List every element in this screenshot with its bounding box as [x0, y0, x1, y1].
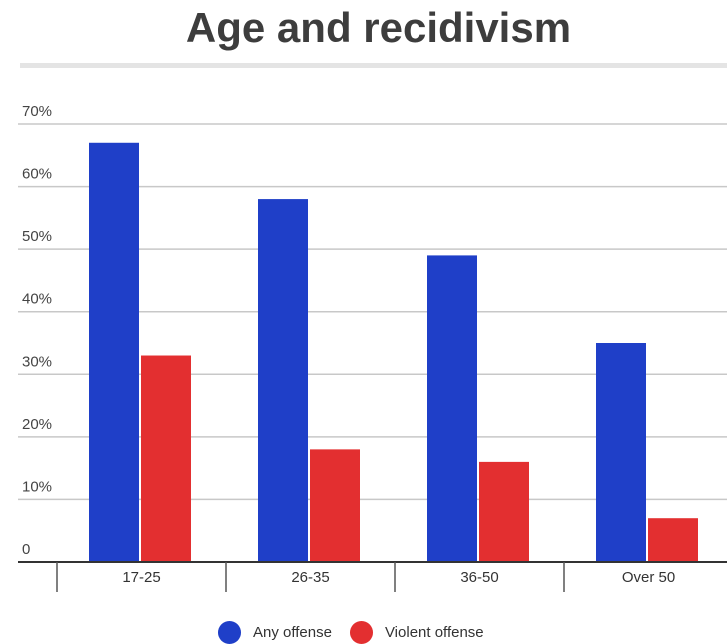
bar-any-offense: [258, 199, 308, 562]
legend-label-any-offense: Any offense: [253, 624, 332, 641]
bar-violent-offense: [141, 356, 191, 562]
legend-item-any-offense: Any offense: [218, 621, 332, 644]
legend-label-violent-offense: Violent offense: [385, 624, 484, 641]
legend-item-violent-offense: Violent offense: [350, 621, 484, 644]
x-category-label: 36-50: [460, 569, 498, 586]
bar-any-offense: [427, 255, 477, 562]
legend-swatch-any-offense: [218, 621, 241, 644]
y-tick-label: 50%: [22, 228, 52, 245]
y-tick-label: 0: [22, 541, 30, 558]
y-tick-label: 20%: [22, 416, 52, 433]
x-category-label: 26-35: [291, 569, 329, 586]
y-tick-label: 10%: [22, 478, 52, 495]
chart-legend: Any offense Violent offense: [218, 621, 502, 643]
bar-violent-offense: [310, 449, 360, 562]
bar-any-offense: [89, 143, 139, 562]
x-category-label: Over 50: [622, 569, 675, 586]
y-tick-label: 70%: [22, 103, 52, 120]
legend-swatch-violent-offense: [350, 621, 373, 644]
bar-violent-offense: [648, 518, 698, 562]
bar-any-offense: [596, 343, 646, 562]
y-tick-label: 60%: [22, 166, 52, 183]
x-category-label: 17-25: [122, 569, 160, 586]
bar-violent-offense: [479, 462, 529, 562]
y-tick-label: 40%: [22, 291, 52, 308]
y-tick-label: 30%: [22, 353, 52, 370]
